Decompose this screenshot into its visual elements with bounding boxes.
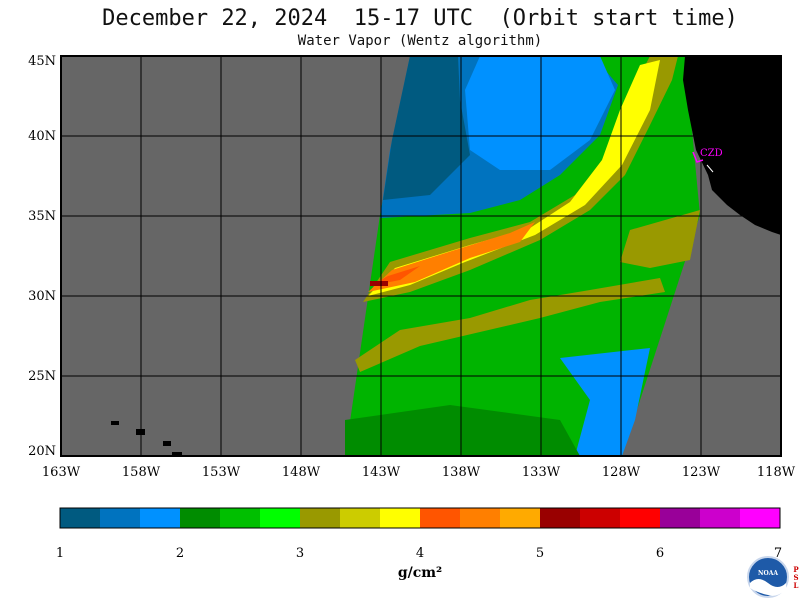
lon-label: 123W xyxy=(682,465,721,480)
moisture-maximum xyxy=(370,281,388,286)
lon-label: 128W xyxy=(602,465,641,480)
colorbar-cell xyxy=(460,508,501,528)
colorbar-cell xyxy=(700,508,741,528)
moisture-band-south xyxy=(355,278,665,372)
moisture-band-east xyxy=(620,210,700,268)
colorbar-cell xyxy=(580,508,621,528)
lon-label: 133W xyxy=(522,465,561,480)
colorbar-unit: g/cm² xyxy=(398,565,442,581)
island-kauai xyxy=(111,421,119,425)
island-maui xyxy=(163,441,171,446)
colorbar-cell xyxy=(380,508,421,528)
colorbar-tick-label: 2 xyxy=(176,546,184,561)
map-title: December 22, 2024 15-17 UTC (Orbit start… xyxy=(102,6,738,31)
colorbar-cell xyxy=(500,508,541,528)
noaa-logo-text: NOAA xyxy=(758,570,778,577)
lon-label: 163W xyxy=(42,465,81,480)
lat-label: 25N xyxy=(28,369,56,384)
lat-label: 45N xyxy=(28,54,56,69)
lon-label: 148W xyxy=(282,465,321,480)
lon-label: 153W xyxy=(202,465,241,480)
colorbar-cell xyxy=(740,508,781,528)
lon-label: 158W xyxy=(122,465,161,480)
colorbar-cell xyxy=(300,508,341,528)
colorbar-cell xyxy=(340,508,381,528)
colorbar-frame xyxy=(59,507,781,529)
colorbar-cell xyxy=(100,508,141,528)
colorbar xyxy=(60,508,781,528)
lat-label: 40N xyxy=(28,129,56,144)
colorbar-tick-label: 6 xyxy=(656,546,664,561)
dark-green-region-south xyxy=(345,405,580,456)
station-marker-czd xyxy=(692,151,714,173)
lon-label: 143W xyxy=(362,465,401,480)
map-grid xyxy=(61,56,781,456)
colorbar-cell xyxy=(620,508,661,528)
lat-label: 30N xyxy=(28,289,56,304)
colorbar-tick-label: 4 xyxy=(416,546,424,561)
dry-air-region-south xyxy=(560,348,650,456)
station-label-czd: CZD xyxy=(700,148,723,159)
colorbar-cell xyxy=(140,508,181,528)
moisture-band-core xyxy=(368,222,535,292)
psl-letters: P S L xyxy=(793,565,799,590)
colorbar-cell xyxy=(220,508,261,528)
island-hawaii xyxy=(172,452,182,456)
colorbar-cell xyxy=(260,508,301,528)
lon-label: 118W xyxy=(757,465,796,480)
map-subtitle: Water Vapor (Wentz algorithm) xyxy=(297,33,543,49)
colorbar-tick-label: 1 xyxy=(56,546,64,561)
psl-letter: L xyxy=(794,581,799,590)
colorbar-tick-label: 3 xyxy=(296,546,304,561)
colorbar-cell xyxy=(180,508,221,528)
lat-label: 20N xyxy=(28,444,56,459)
very-dry-region xyxy=(383,56,470,200)
north-america-land xyxy=(683,56,781,235)
colorbar-tick-label: 7 xyxy=(774,546,782,561)
map-frame xyxy=(60,55,782,457)
noaa-logo: NOAA xyxy=(747,556,789,598)
colorbar-cell xyxy=(660,508,701,528)
dry-air-region-north-east xyxy=(465,56,615,170)
colorbar-cell xyxy=(60,508,101,528)
colorbar-tick-label: 5 xyxy=(536,546,544,561)
colorbar-cell xyxy=(420,508,461,528)
colorbar-cell xyxy=(540,508,581,528)
lat-label: 35N xyxy=(28,209,56,224)
psl-letter: S xyxy=(793,573,798,582)
lon-label: 138W xyxy=(442,465,481,480)
psl-letter: P xyxy=(793,565,799,574)
